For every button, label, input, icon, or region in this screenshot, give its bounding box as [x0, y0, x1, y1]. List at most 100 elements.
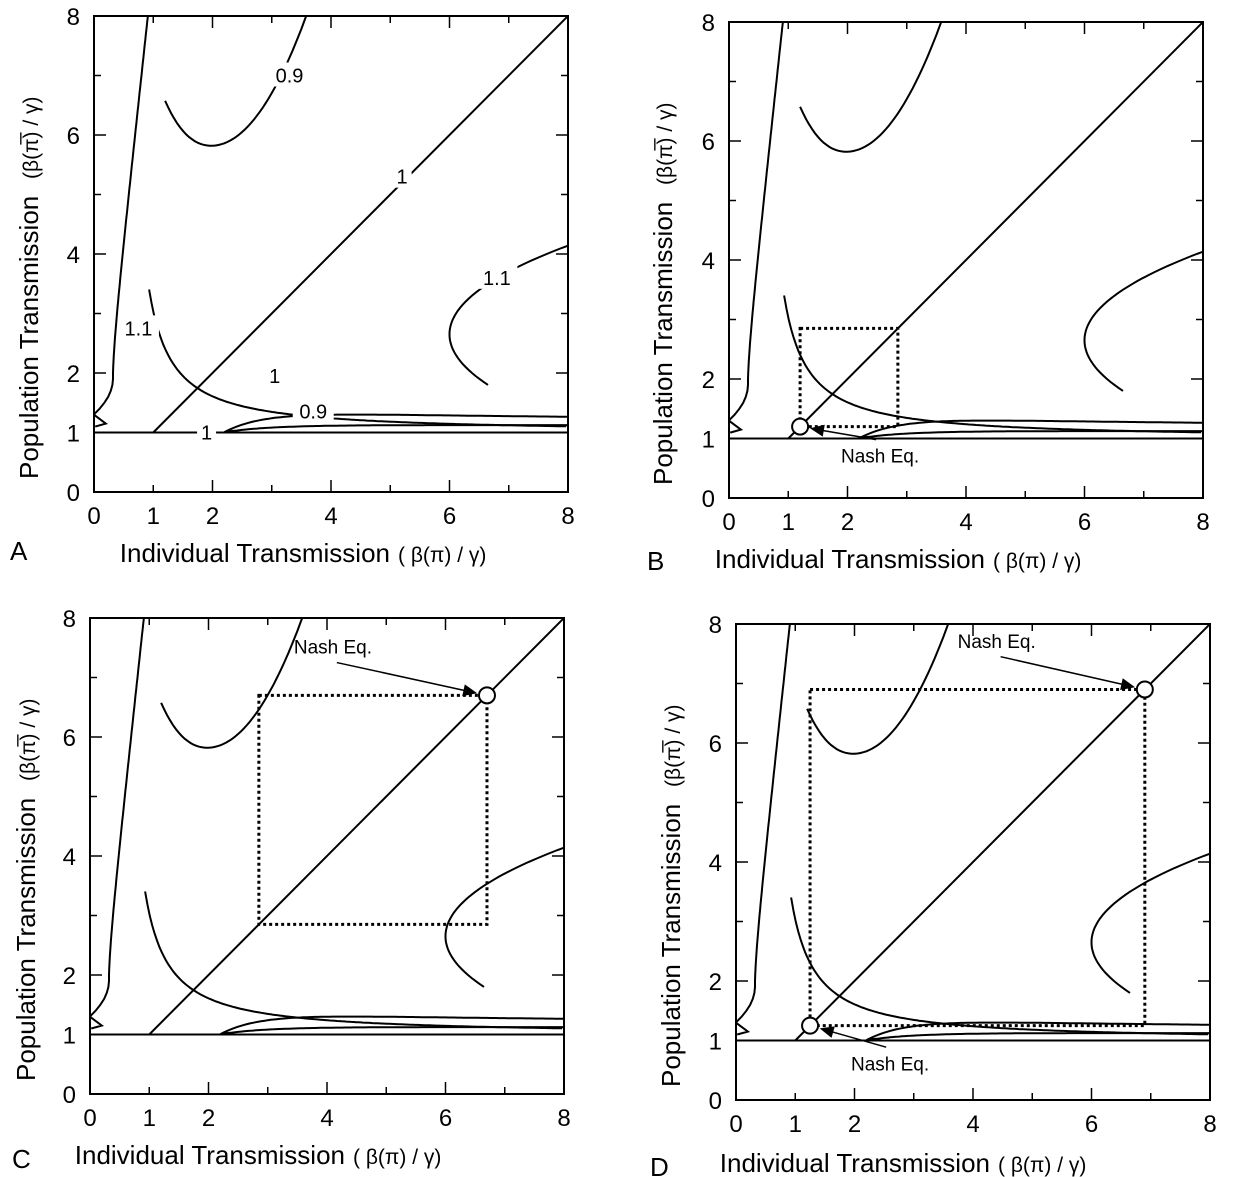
- contour-label-bg: [197, 419, 217, 444]
- nash-eq-arrowhead: [462, 684, 478, 697]
- nash-eq-point: [791, 417, 810, 436]
- x-tick-label: 8: [1196, 509, 1209, 536]
- contour-label-bg: [265, 362, 285, 387]
- panel-letter: A: [10, 536, 28, 566]
- contour-label-bg: [269, 62, 311, 87]
- contour-1.1-right: [448, 244, 568, 386]
- y-tick-label: 8: [63, 606, 76, 633]
- nash-eq-arrow: [1000, 655, 1126, 686]
- x-tick-label: 8: [1203, 1111, 1216, 1138]
- contour-1.1-left: [729, 22, 784, 434]
- panel-B: 0 1 2 4 6 8 0 1 2 4 6 8 Nash Eq. B Individual Transmis…: [647, 10, 1210, 576]
- contour-0.9-lower: [223, 413, 568, 434]
- nash-eq-label: Nash Eq.: [294, 638, 372, 659]
- nash-eq-label: Nash Eq.: [841, 446, 919, 467]
- x-tick-label: 6: [439, 1105, 452, 1132]
- contour-1.1-left: [736, 624, 791, 1036]
- x-tick-label: 8: [561, 503, 574, 530]
- x-tick-label: 0: [87, 503, 100, 530]
- nash-eq-arrowhead: [809, 424, 825, 437]
- panel-D: 0 1 2 4 6 8 0 1 2 4 6 8 Nash Eq. Nash Eq. D Individual …: [650, 612, 1217, 1177]
- nash-eq-arrow: [829, 1030, 887, 1048]
- y-axis-label-group: Population Transmission (β(π̅) / γ): [11, 698, 41, 1081]
- contour-0.9-upper: [164, 16, 308, 147]
- y-tick-label: 0: [702, 486, 715, 513]
- contour-1-hyperbola: [790, 897, 1209, 1036]
- contour-1.1-right: [444, 846, 564, 988]
- y-axis-label-math: (β(π̅) / γ): [654, 102, 677, 185]
- contour-0.9-upper: [806, 624, 950, 755]
- y-tick-label: 4: [63, 844, 76, 871]
- contour-1.1-left: [94, 16, 149, 428]
- nash-eq-label: Nash Eq.: [851, 1054, 929, 1075]
- contour-0.9-lower: [219, 1015, 564, 1036]
- contour-0.9-lower: [865, 1021, 1210, 1042]
- nash-eq-arrowhead: [819, 1026, 835, 1038]
- y-tick-label: 4: [709, 850, 722, 877]
- contour-label: 0.9: [299, 402, 327, 424]
- y-axis-label-math: (β(π̅) / γ): [20, 96, 43, 179]
- x-tick-label: 6: [1085, 1111, 1098, 1138]
- x-tick-label: 4: [320, 1105, 333, 1132]
- y-axis-label: Population Transmission: [14, 196, 44, 479]
- x-axis-label-math: ( β(π) / γ): [998, 1154, 1086, 1177]
- x-tick-label: 4: [959, 509, 972, 536]
- x-tick-label: 1: [782, 509, 795, 536]
- y-tick-label: 1: [702, 427, 715, 454]
- x-axis-label-math: ( β(π) / γ): [993, 550, 1081, 573]
- x-axis-label: Individual Transmission: [120, 538, 390, 568]
- y-axis-label-group: Population Transmission (β(π̅) / γ): [648, 102, 678, 485]
- y-tick-label: 2: [709, 969, 722, 996]
- best-response-box: [257, 693, 489, 926]
- x-tick-label: 2: [206, 503, 219, 530]
- contour-label: 1: [397, 167, 408, 189]
- contour-1-hyperbola: [144, 891, 563, 1030]
- y-tick-label: 6: [63, 725, 76, 752]
- contour-lines: [94, 16, 568, 434]
- y-tick-label: 6: [709, 731, 722, 758]
- x-tick-label: 0: [722, 509, 735, 536]
- y-tick-label: 1: [67, 421, 80, 448]
- contour-1.1-left: [90, 618, 145, 1030]
- x-tick-label: 1: [789, 1111, 802, 1138]
- x-tick-label: 6: [443, 503, 456, 530]
- y-tick-label: 2: [702, 367, 715, 394]
- y-axis-label: Population Transmission: [11, 798, 41, 1081]
- contour-label: 1: [269, 366, 280, 388]
- y-tick-label: 1: [709, 1029, 722, 1056]
- nash-eq-point: [477, 686, 496, 705]
- nash-eq-label: Nash Eq.: [958, 632, 1036, 653]
- y-axis-label-math: (β(π̅) / γ): [662, 704, 685, 787]
- x-tick-label: 1: [143, 1105, 156, 1132]
- contour-0.9-upper: [799, 22, 943, 153]
- contour-1-diagonal: [787, 22, 1203, 440]
- y-axis-label-group: Population Transmission (β(π̅) / γ): [14, 96, 44, 479]
- x-tick-label: 2: [841, 509, 854, 536]
- y-tick-label: 1: [63, 1023, 76, 1050]
- x-axis-label: Individual Transmission: [715, 544, 985, 574]
- contour-1-hyperbola: [783, 295, 1202, 434]
- y-axis-label-math: (β(π̅) / γ): [17, 698, 40, 781]
- y-tick-label: 2: [63, 963, 76, 990]
- contour-label-bg: [392, 163, 412, 188]
- contour-lines: [90, 618, 564, 1036]
- y-axis-label-group: Population Transmission (β(π̅) / γ): [656, 704, 686, 1087]
- nash-eq-arrow: [336, 661, 468, 692]
- y-tick-label: 8: [702, 10, 715, 37]
- contour-lines: [729, 22, 1203, 440]
- x-axis-label-math: ( β(π) / γ): [398, 544, 486, 567]
- panel-letter: C: [12, 1144, 31, 1174]
- contour-label: 1.1: [125, 318, 153, 340]
- y-tick-label: 2: [67, 361, 80, 388]
- nash-eq-point: [1135, 680, 1154, 699]
- x-tick-label: 2: [848, 1111, 861, 1138]
- y-tick-label: 4: [702, 248, 715, 275]
- contour-0.9-upper: [160, 618, 304, 749]
- contour-1-diagonal: [152, 16, 568, 434]
- x-tick-label: 0: [729, 1111, 742, 1138]
- x-tick-label: 4: [966, 1111, 979, 1138]
- y-tick-label: 0: [709, 1088, 722, 1115]
- x-axis-label: Individual Transmission: [720, 1148, 990, 1177]
- panel-letter: D: [650, 1152, 669, 1177]
- contour-lines: [736, 624, 1210, 1042]
